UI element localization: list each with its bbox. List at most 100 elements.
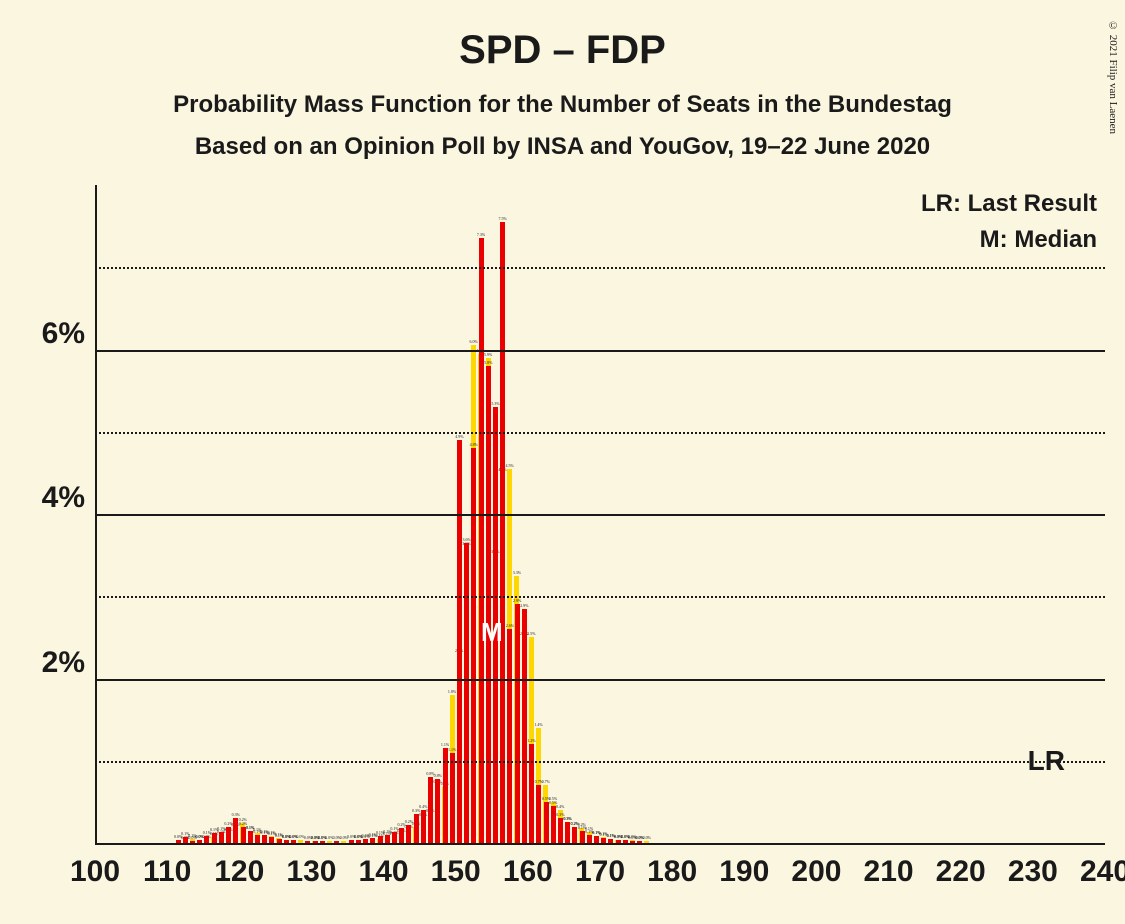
x-tick-label: 110 <box>143 855 191 889</box>
chart-plot-area: 0.0%0.0%0.1%0.1%0.0%0.0%0.0%0.0%0.1%0.1%… <box>95 185 1105 845</box>
bar-red <box>435 779 440 843</box>
bar-red <box>385 835 390 843</box>
chart-subtitle-1: Probability Mass Function for the Number… <box>0 91 1125 119</box>
x-axis <box>95 843 1105 845</box>
grid-major <box>95 679 1105 681</box>
grid-minor <box>95 596 1105 598</box>
bar-red <box>601 838 606 843</box>
bar-red <box>515 604 520 843</box>
x-tick-label: 180 <box>647 855 697 889</box>
bar-red <box>313 841 318 843</box>
bar-red <box>183 837 188 843</box>
bar-red <box>572 827 577 843</box>
bar-red <box>529 744 534 843</box>
bar-red <box>190 841 195 843</box>
bar-red <box>428 777 433 843</box>
chart-subtitle-2: Based on an Opinion Poll by INSA and You… <box>0 133 1125 161</box>
y-tick-label: 2% <box>42 646 85 680</box>
x-tick-label: 140 <box>359 855 409 889</box>
x-tick-label: 200 <box>791 855 841 889</box>
bar-value-label: 4.8% <box>470 442 478 447</box>
bar-value-label: 5.3% <box>491 401 499 406</box>
bar-yellow <box>341 841 346 843</box>
grid-minor <box>95 761 1105 763</box>
y-tick-label: 4% <box>42 481 85 515</box>
bar-value-label: 3.3% <box>513 570 521 575</box>
bar-red <box>565 822 570 843</box>
bar-value-label: 1.1% <box>448 747 456 752</box>
chart-title: SPD – FDP <box>0 0 1125 73</box>
bar-red <box>241 827 246 843</box>
bar-red <box>356 840 361 843</box>
bar-red <box>349 840 354 843</box>
bar-red <box>219 832 224 844</box>
copyright-text: © 2021 Filip van Laenen <box>1107 20 1119 134</box>
bar-red <box>471 448 476 843</box>
bar-red <box>212 833 217 843</box>
bar-yellow <box>327 841 332 843</box>
x-tick-label: 240 <box>1080 855 1125 889</box>
x-tick-label: 170 <box>575 855 625 889</box>
bar-red <box>616 840 621 843</box>
bar-value-label: 3.6% <box>462 537 470 542</box>
bar-yellow <box>298 840 303 843</box>
y-tick-label: 6% <box>42 317 85 351</box>
bar-red <box>204 836 209 843</box>
bar-red <box>378 836 383 843</box>
bar-red <box>392 832 397 843</box>
median-marker: M <box>481 617 503 648</box>
bar-value-label: 4.5% <box>506 463 514 468</box>
bar-yellow <box>644 841 649 843</box>
grid-major <box>95 514 1105 516</box>
bar-red <box>464 543 469 843</box>
bar-red <box>370 838 375 843</box>
grid-major <box>95 350 1105 352</box>
bar-value-label: 6.0% <box>469 339 477 344</box>
bar-red <box>587 835 592 843</box>
x-tick-label: 160 <box>503 855 553 889</box>
x-tick-label: 130 <box>286 855 336 889</box>
x-tick-label: 220 <box>936 855 986 889</box>
last-result-marker: LR <box>1028 745 1065 777</box>
x-tick-label: 150 <box>431 855 481 889</box>
bar-red <box>479 238 484 843</box>
bar-red <box>630 841 635 843</box>
bar-value-label: 2.9% <box>520 603 528 608</box>
bar-red <box>233 818 238 843</box>
bar-red <box>406 825 411 843</box>
bar-red <box>486 366 491 843</box>
bar-red <box>421 810 426 843</box>
bar-value-label: 0.0% <box>643 835 651 840</box>
bar-red <box>197 840 202 843</box>
bar-red <box>500 222 505 843</box>
bar-red <box>551 806 556 843</box>
bar-red <box>558 818 563 843</box>
bar-value-label: 0.4% <box>556 804 564 809</box>
bar-red <box>522 609 527 843</box>
x-tick-label: 100 <box>70 855 120 889</box>
bar-red <box>305 841 310 843</box>
bar-red <box>277 839 282 843</box>
x-tick-label: 230 <box>1008 855 1058 889</box>
bar-red <box>262 835 267 843</box>
bar-value-label: 0.8% <box>434 773 442 778</box>
x-tick-label: 120 <box>214 855 264 889</box>
bar-value-label: 5.8% <box>484 360 492 365</box>
bar-red <box>414 814 419 843</box>
x-tick-label: 210 <box>864 855 914 889</box>
bar-value-label: 5.9% <box>484 352 492 357</box>
bar-red <box>284 840 289 843</box>
bar-red <box>320 841 325 843</box>
bar-value-label: 1.8% <box>448 689 456 694</box>
bar-value-label: 1.4% <box>534 722 542 727</box>
bar-red <box>248 831 253 843</box>
bar-red <box>544 802 549 843</box>
bar-red <box>623 840 628 843</box>
bar-red <box>291 840 296 843</box>
bar-red <box>594 836 599 843</box>
bar-value-label: 4.9% <box>455 434 463 439</box>
bar-red <box>536 785 541 843</box>
x-axis-labels: 1001101201301401501601701801902002102202… <box>95 855 1105 895</box>
bar-value-label: 2.5% <box>527 631 535 636</box>
grid-minor <box>95 432 1105 434</box>
